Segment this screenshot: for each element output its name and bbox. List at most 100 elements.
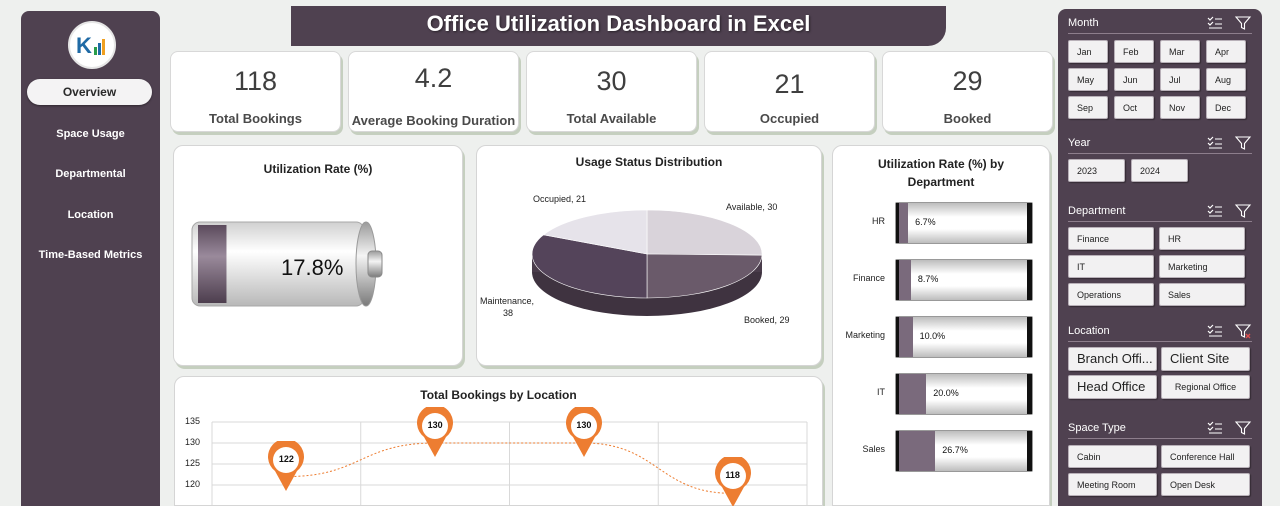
month-chip-may[interactable]: May [1068,68,1108,91]
month-chip-jul[interactable]: Jul [1160,68,1200,91]
pie-slice-maintenance [531,234,648,299]
year-chip-2024[interactable]: 2024 [1131,159,1188,182]
nav-overview[interactable]: Overview [27,79,152,105]
multi-select-icon[interactable] [1206,14,1224,32]
space-type-chip-2[interactable]: Meeting Room [1068,473,1157,496]
multi-select-icon[interactable] [1206,134,1224,152]
dept-bar-value-label: 20.0% [933,388,959,398]
nav-location[interactable]: Location [67,209,114,221]
month-chip-dec[interactable]: Dec [1206,96,1246,119]
kpi-occupied: 21 Occupied [704,51,875,132]
location-chip-2[interactable]: Head Office [1068,375,1157,399]
month-chip-oct[interactable]: Oct [1114,96,1154,119]
location-chip-0[interactable]: Branch Offi... [1068,347,1157,371]
clear-filter-icon[interactable] [1234,322,1252,340]
location-chip-1[interactable]: Client Site [1161,347,1250,371]
year-chip-2023[interactable]: 2023 [1068,159,1125,182]
pie-slice-occupied [542,209,648,255]
location-title: Total Bookings by Location [420,388,577,402]
dept-bar-track: 6.7% [895,202,1033,244]
bar-cap-right [1027,374,1032,414]
month-chip-sep[interactable]: Sep [1068,96,1108,119]
dept-category-label: IT [877,387,885,397]
kpi-total-bookings: 118 Total Bookings [170,51,341,132]
nav-time-based-metrics[interactable]: Time-Based Metrics [38,249,143,261]
month-chip-apr[interactable]: Apr [1206,40,1246,63]
year-filter-title: Year [1068,137,1091,149]
bar-cap-left [896,431,901,471]
pie-label-available: Available, 30 [726,202,778,212]
kpi-label: Booked [943,111,992,126]
dept-bar-fill [899,431,936,471]
month-chip-jun[interactable]: Jun [1114,68,1154,91]
nav-space-usage[interactable]: Space Usage [56,128,125,140]
pie-label-occupied: Occupied, 21 [533,194,587,204]
kpi-total-available: 30 Total Available [526,51,697,132]
month-chip-feb[interactable]: Feb [1114,40,1154,63]
department-chip-operations[interactable]: Operations [1068,283,1154,306]
filter-icon[interactable] [1234,14,1252,32]
department-chip-hr[interactable]: HR [1159,227,1245,250]
location-pin: 118 [714,455,752,506]
month-chip-jan[interactable]: Jan [1068,40,1108,63]
location-line-chart [211,421,808,505]
month-chip-nov[interactable]: Nov [1160,96,1200,119]
location-pin: 122 [267,438,305,493]
kpi-label: Total Bookings [209,111,302,126]
multi-select-icon[interactable] [1206,419,1224,437]
nav-departmental[interactable]: Departmental [55,168,126,180]
kpi-label: Total Available [566,111,657,126]
usage-status-panel: Usage Status Distribution Occupied, 21 A… [476,145,822,366]
bar-cap-left [896,317,901,357]
pin-value: 122 [278,453,294,464]
title-bar: Office Utilization Dashboard in Excel [291,6,946,46]
kpi-booked: 29 Booked [882,51,1053,132]
utilization-value: 17.8% [281,255,344,280]
left-nav: K Overview Space Usage Departmental Loca… [21,11,160,506]
multi-select-icon[interactable] [1206,202,1224,220]
kpi-value: 30 [596,66,627,96]
battery-gauge [191,221,383,307]
multi-select-icon[interactable] [1206,322,1224,340]
department-chip-finance[interactable]: Finance [1068,227,1154,250]
month-chip-mar[interactable]: Mar [1160,40,1200,63]
svg-text:K: K [76,33,92,58]
dept-bar-track: 26.7% [895,430,1033,472]
department-chip-marketing[interactable]: Marketing [1159,255,1245,278]
kpi-label: Average Booking Duration [351,113,516,128]
location-chip-3[interactable]: Regional Office [1161,375,1250,399]
year-filter-header: Year [1068,134,1252,154]
location-filter-title: Location [1068,325,1110,337]
location-trend-line [286,442,733,494]
space-type-chip-0[interactable]: Cabin [1068,445,1157,468]
space-type-chip-3[interactable]: Open Desk [1161,473,1250,496]
department-chip-sales[interactable]: Sales [1159,283,1245,306]
dept-title-line2: Department [907,175,975,189]
pin-value: 130 [427,420,443,430]
department-filter-header: Department [1068,202,1252,222]
y-tick-label: 120 [185,479,201,489]
space-type-chip-1[interactable]: Conference Hall [1161,445,1250,468]
dept-bar-value-label: 8.7% [917,274,939,284]
utilization-rate-title: Utilization Rate (%) [263,162,373,176]
department-chip-it[interactable]: IT [1068,255,1154,278]
dept-utilization-panel: Utilization Rate (%) by Department HR 6.7… [832,145,1050,506]
location-pin: 130 [416,404,454,459]
usage-status-title: Usage Status Distribution [575,155,723,169]
bar-cap-left [896,374,901,414]
filter-icon[interactable] [1234,419,1252,437]
y-tick-label: 135 [185,416,201,426]
dept-bar-track: 10.0% [895,316,1033,358]
filter-icon[interactable] [1234,134,1252,152]
bar-cap-right [1027,317,1032,357]
department-filter-title: Department [1068,205,1126,217]
kpi-value: 21 [774,69,805,99]
pie-slice-booked [646,253,763,299]
pin-value: 130 [576,420,592,430]
month-chip-aug[interactable]: Aug [1206,68,1246,91]
kpi-value: 29 [952,66,983,96]
kpi-average-booking-duration: 4.2 Average Booking Duration [348,51,519,132]
usage-status-pie [531,209,763,316]
filter-icon[interactable] [1234,202,1252,220]
dept-bar-fill [899,317,913,357]
